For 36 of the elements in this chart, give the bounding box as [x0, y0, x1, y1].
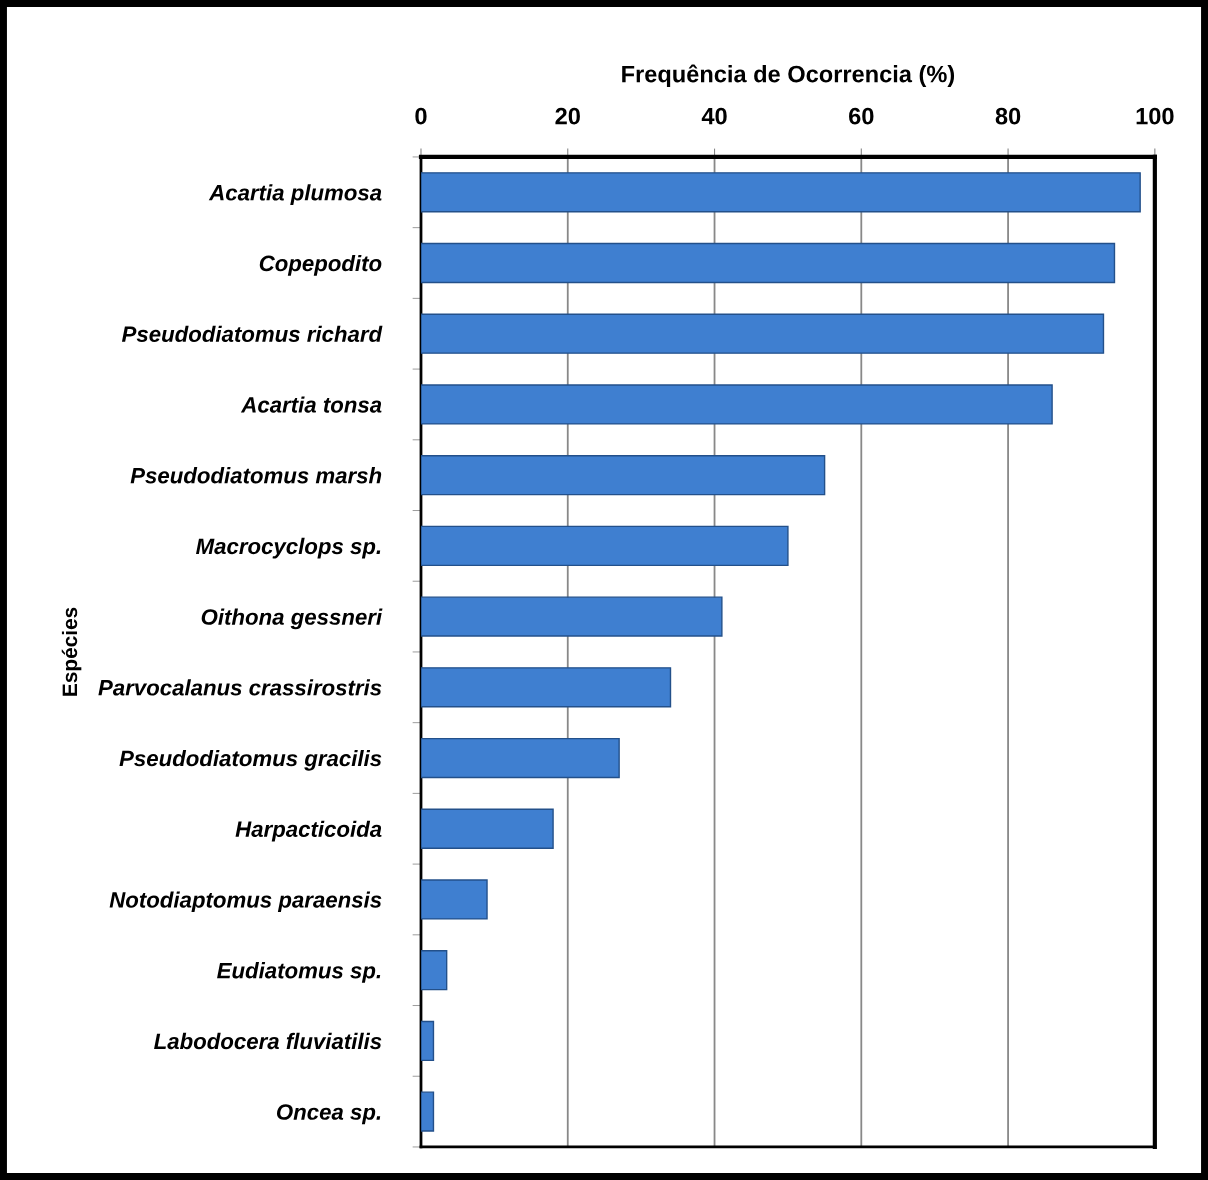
- y-tick-label: Pseudodiatomus richard: [121, 325, 383, 343]
- y-tick-label: Macrocyclops sp.: [196, 537, 381, 559]
- x-tick-label: 0: [415, 107, 427, 125]
- y-tick-label: Labodocera fluviatilis: [154, 1032, 382, 1050]
- x-tick-label: 80: [995, 107, 1021, 125]
- y-tick-label: Acartia tonsa: [240, 396, 382, 413]
- bar: [420, 879, 488, 920]
- bar: [420, 950, 448, 991]
- y-tick-label: Oithona gessneri: [201, 608, 383, 630]
- y-tick-label: Pseudodiatomus marsh: [130, 467, 382, 484]
- bar: [420, 596, 723, 637]
- bar: [420, 455, 826, 496]
- y-tick-label: Oncea sp.: [276, 1104, 381, 1125]
- y-tick-label: Copepodito: [259, 254, 382, 276]
- x-tick-label: 100: [1136, 107, 1174, 125]
- y-tick-label: Harpacticoida: [235, 820, 382, 842]
- bar: [420, 172, 1141, 213]
- y-axis-title: Espécies: [61, 607, 82, 696]
- bar: [420, 242, 1116, 284]
- bar: [420, 313, 1105, 354]
- bar: [420, 384, 1053, 425]
- x-tick-label: 60: [849, 107, 874, 125]
- bar: [420, 1091, 435, 1132]
- y-tick-label: Notodiaptomus paraensis: [109, 891, 382, 913]
- x-tick-label: 40: [701, 107, 727, 125]
- bar: [420, 737, 620, 779]
- bar: [420, 808, 554, 849]
- x-tick-label: 20: [555, 107, 580, 125]
- bar: [420, 667, 672, 708]
- bar: [420, 1020, 435, 1062]
- bar: [420, 525, 789, 567]
- y-tick-label: Acartia plumosa: [208, 184, 382, 205]
- x-axis-title: Frequência de Ocorrencia (%): [622, 64, 955, 88]
- y-tick-label: Parvocalanus crassirostris: [98, 679, 382, 696]
- y-tick-label: Pseudodiatomus gracilis: [119, 749, 382, 771]
- y-tick-label: Eudiatomus sp.: [217, 962, 381, 983]
